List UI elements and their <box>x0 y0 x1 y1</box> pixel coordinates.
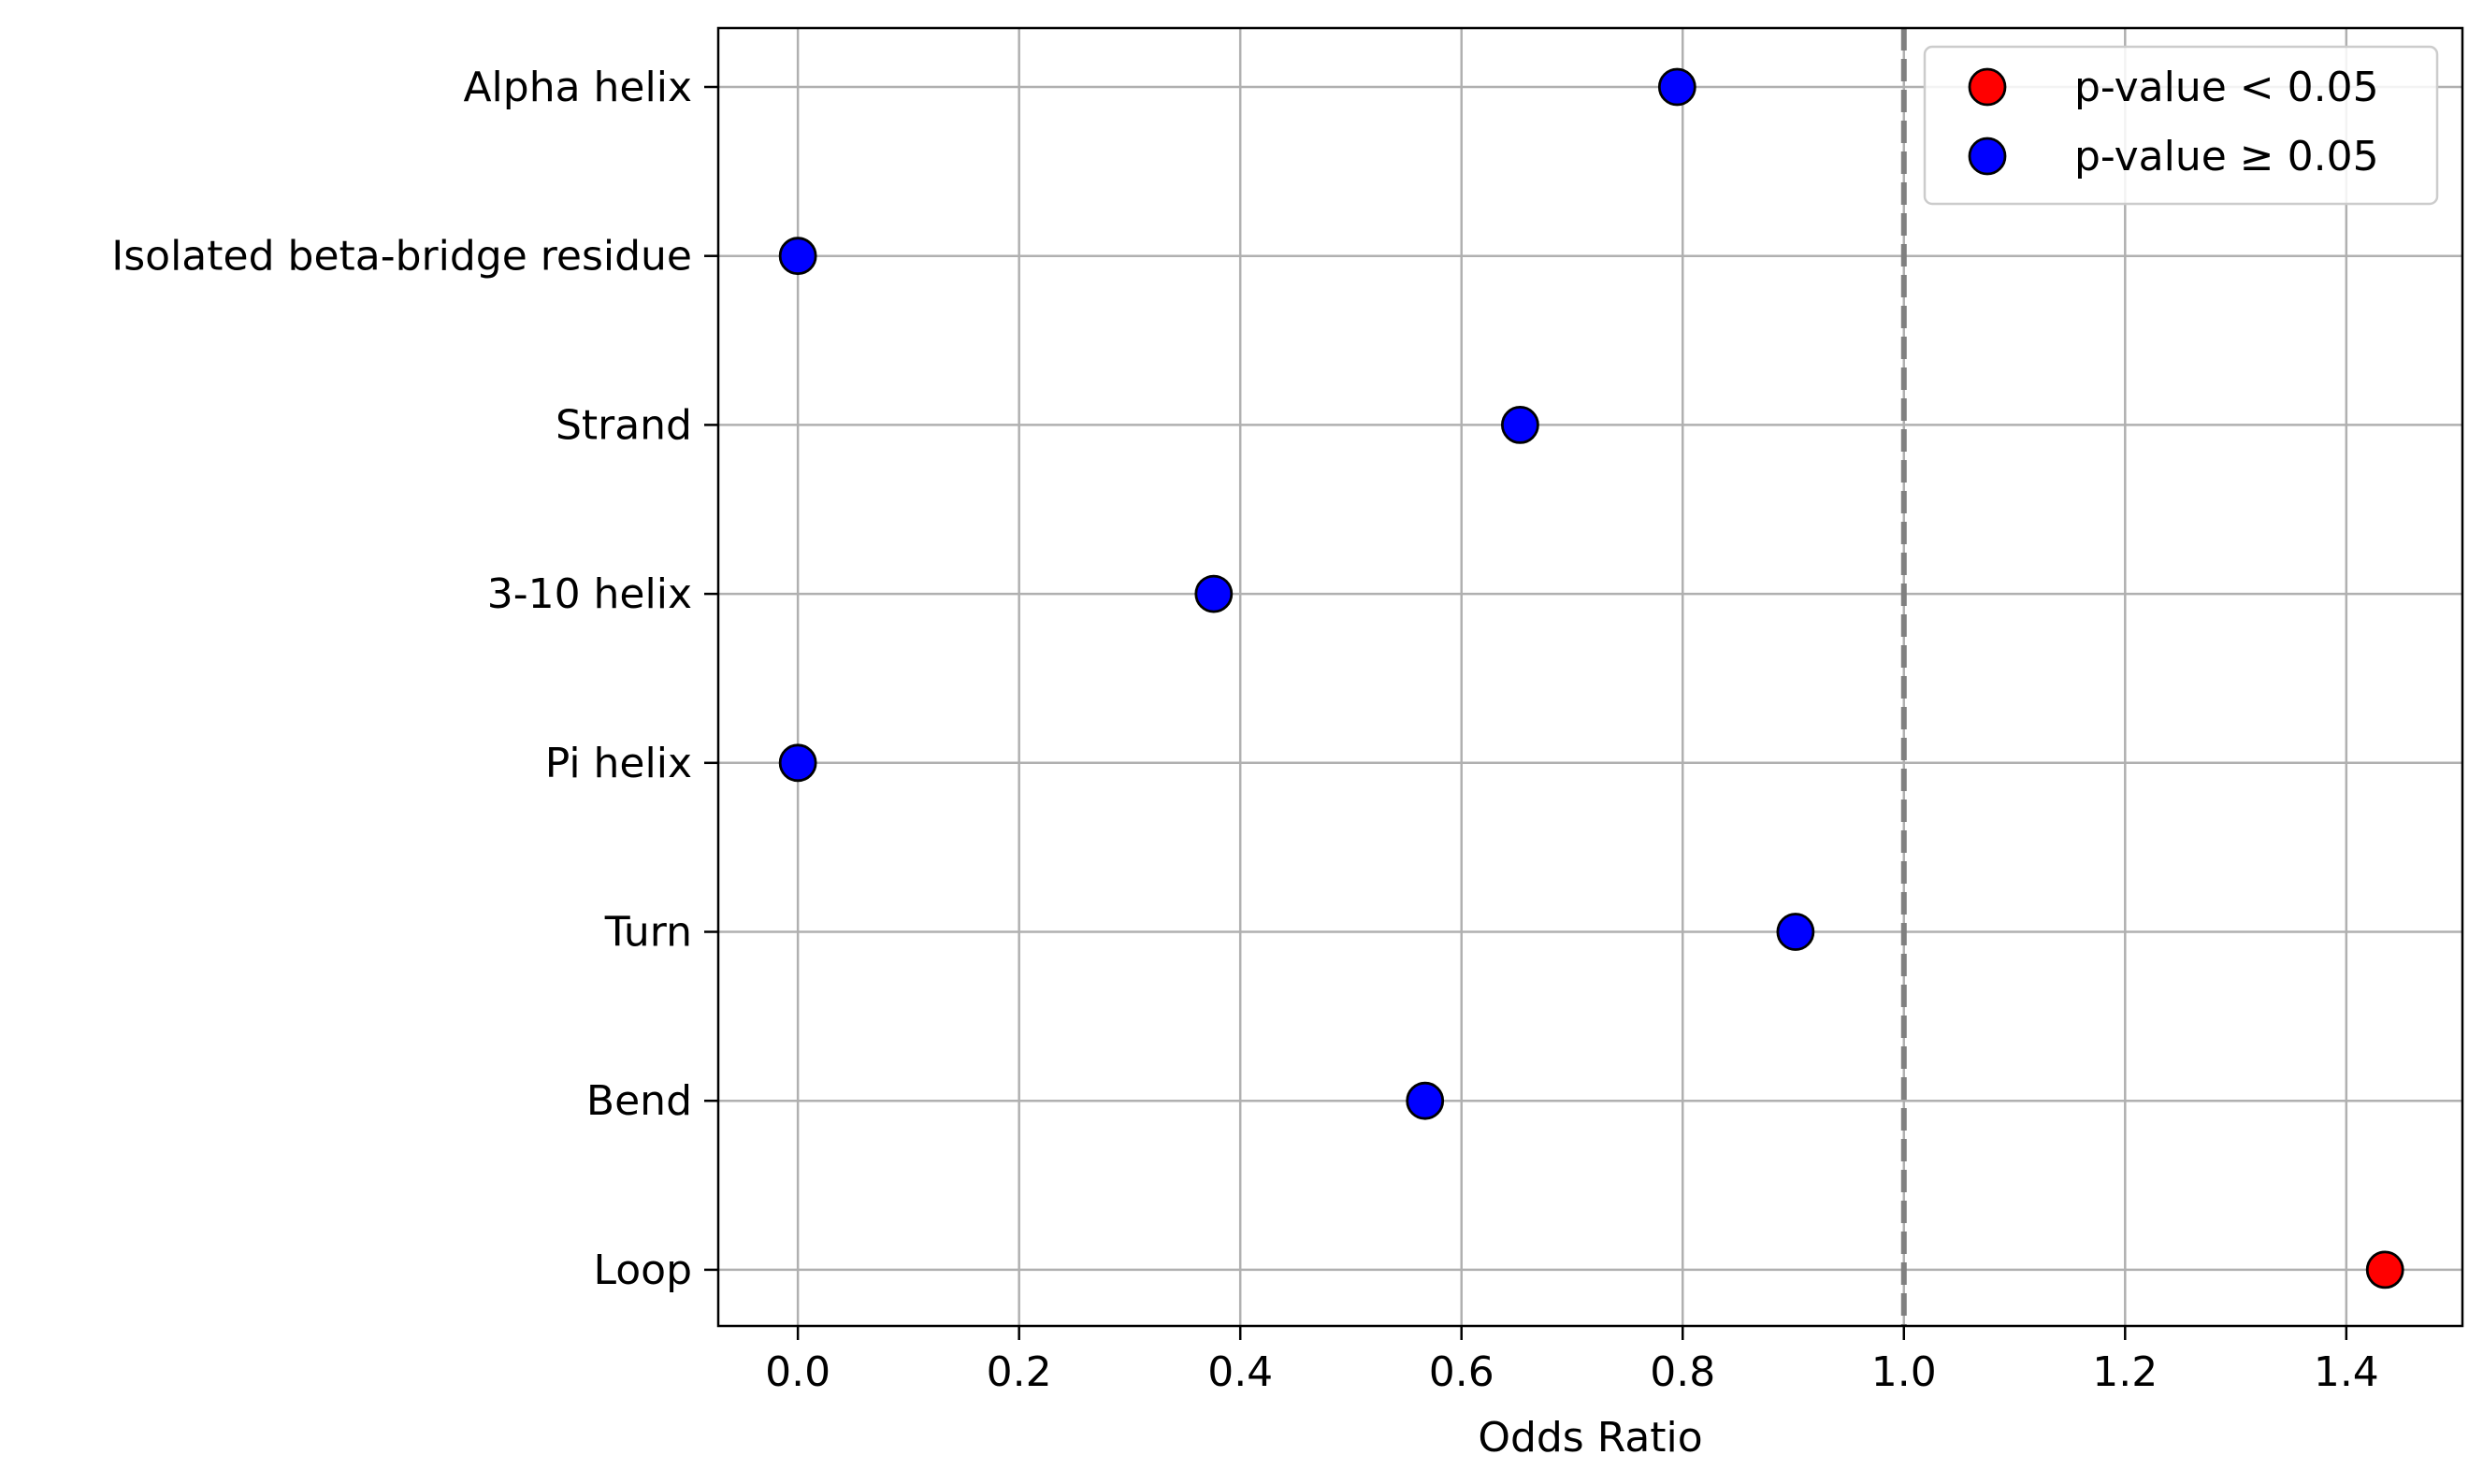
y-tick-label-3: 3-10 helix <box>487 570 692 618</box>
legend: p-value < 0.05 p-value ≥ 0.05 <box>1923 45 2439 206</box>
y-tick-label-1: Isolated beta-bridge residue <box>111 233 692 281</box>
y-axis-ticks: Alpha helix Isolated beta-bridge residue S… <box>111 64 718 1294</box>
x-tick-label-3: 0.6 <box>1429 1348 1494 1396</box>
data-point-isolated-beta-bridge-residue <box>778 237 817 276</box>
y-tick-label-4: Pi helix <box>545 740 692 787</box>
x-tick-label-2: 0.4 <box>1207 1348 1273 1396</box>
x-tick-label-1: 0.2 <box>987 1348 1052 1396</box>
legend-label-0: p-value < 0.05 <box>2074 64 2379 111</box>
x-axis-ticks: 0.0 0.2 0.4 0.6 0.8 1.0 1.2 1.4 <box>765 1326 2379 1396</box>
data-point-loop <box>2365 1250 2404 1289</box>
data-point-strand <box>1501 405 1539 444</box>
y-tick-label-6: Bend <box>586 1077 692 1125</box>
data-point-3-10-helix <box>1194 574 1234 613</box>
x-tick-label-4: 0.8 <box>1650 1348 1715 1396</box>
x-tick-label-7: 1.4 <box>2314 1348 2379 1396</box>
y-tick-label-5: Turn <box>604 909 692 957</box>
plot-frame <box>716 26 2464 1328</box>
data-points <box>778 67 2404 1289</box>
y-tick-label-0: Alpha helix <box>463 64 692 111</box>
legend-box <box>1923 45 2439 206</box>
data-point-pi-helix <box>778 743 817 783</box>
x-tick-label-5: 1.0 <box>1871 1348 1937 1396</box>
data-point-bend <box>1406 1081 1445 1120</box>
x-tick-label-0: 0.0 <box>765 1348 830 1396</box>
y-tick-label-7: Loop <box>593 1246 692 1294</box>
data-point-alpha-helix <box>1657 67 1696 107</box>
data-point-turn <box>1776 913 1815 951</box>
legend-label-1: p-value ≥ 0.05 <box>2074 133 2379 180</box>
x-axis-label: Odds Ratio <box>1478 1414 1702 1462</box>
legend-marker-0 <box>1968 67 2007 107</box>
x-tick-label-6: 1.2 <box>2092 1348 2158 1396</box>
legend-marker-1 <box>1968 137 2007 176</box>
y-tick-label-2: Strand <box>556 401 692 449</box>
